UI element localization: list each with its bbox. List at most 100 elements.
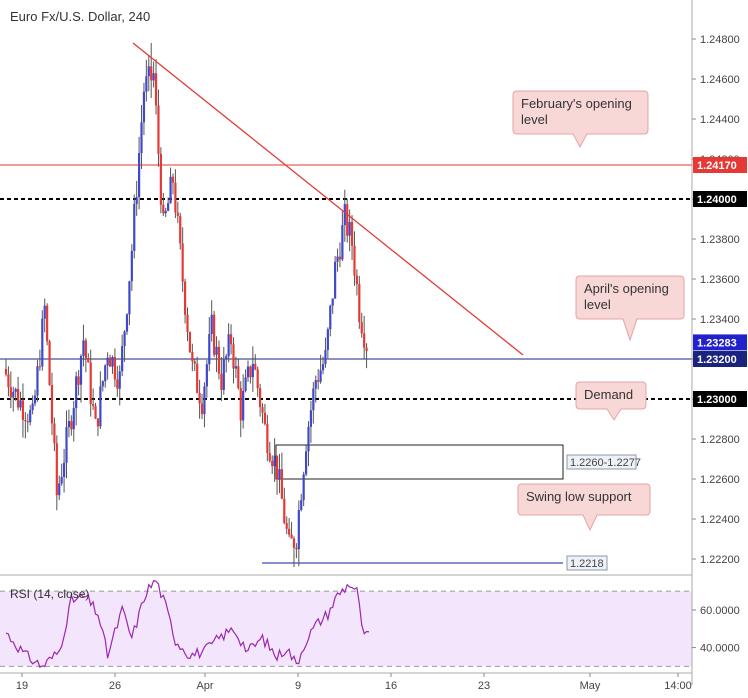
candle-body	[19, 400, 22, 408]
candle-body	[275, 455, 279, 480]
candle-body	[343, 204, 346, 226]
candle-body	[164, 210, 167, 214]
candle-body	[292, 538, 296, 548]
candle-body	[14, 388, 17, 392]
level-label: 1.23000	[697, 394, 737, 406]
candle-body	[176, 212, 179, 216]
candle-body	[358, 284, 361, 323]
candle-body	[138, 153, 141, 198]
candle-body	[118, 371, 121, 389]
annotation-callout: Demand	[575, 381, 647, 421]
swing-low-label-box	[566, 555, 608, 571]
candle-body	[225, 356, 228, 360]
candle-body	[271, 460, 274, 467]
candle-body	[259, 388, 262, 408]
candle-body	[174, 182, 177, 213]
candle-body	[338, 256, 342, 260]
level-label: 1.24170	[697, 160, 737, 172]
candle-body	[297, 509, 300, 550]
candle-body	[242, 390, 245, 421]
candle-body	[326, 329, 329, 351]
candle-body	[278, 469, 281, 480]
candle-body	[288, 528, 291, 535]
candle-body	[60, 477, 63, 484]
time-tick-label: May	[580, 680, 601, 692]
annotation-text: level	[584, 297, 611, 312]
candle-body	[7, 374, 10, 388]
candle-body	[152, 73, 155, 81]
annotation-callout: Swing low support	[517, 483, 651, 532]
candle-body	[360, 322, 363, 334]
level-label-box	[693, 391, 747, 407]
candle-body	[154, 73, 158, 106]
candle-body	[75, 376, 78, 409]
candle-body	[125, 314, 129, 332]
candle-body	[210, 314, 213, 335]
candle-body	[348, 222, 351, 236]
trendline	[132, 42, 524, 356]
candle-body	[208, 334, 211, 365]
time-tick-label: 9	[295, 680, 301, 692]
price-tick-label: 1.22800	[700, 434, 740, 446]
level-label: 1.23283	[697, 337, 737, 349]
candle-body	[38, 366, 41, 368]
candle-body	[84, 340, 87, 358]
rsi-line	[5, 579, 370, 668]
candle-body	[268, 452, 271, 461]
price-tick-label: 1.22600	[700, 474, 740, 486]
level-label: 1.23200	[697, 354, 737, 366]
candle-body	[331, 298, 334, 306]
candle-body	[135, 197, 138, 205]
price-tick-label: 1.23800	[700, 234, 740, 246]
candle-body	[89, 362, 92, 405]
time-tick-label: Apr	[196, 680, 213, 692]
candle-body	[198, 392, 201, 404]
candle-body	[203, 386, 206, 415]
candle-body	[200, 403, 204, 415]
candle-body	[193, 361, 196, 364]
candle-body	[116, 379, 119, 389]
candle-body	[232, 344, 235, 369]
candle-body	[329, 305, 332, 330]
annotation-bubble	[512, 90, 649, 149]
candle-body	[142, 91, 146, 123]
annotation-text: level	[521, 112, 548, 127]
candle-body	[33, 395, 37, 404]
candle-body	[87, 357, 90, 363]
candle-body	[217, 346, 221, 374]
candle-body	[273, 455, 276, 467]
candle-body	[229, 334, 233, 345]
candle-body	[244, 377, 247, 391]
candle-body	[94, 405, 97, 419]
candle-body	[312, 388, 315, 411]
price-tick-label: 1.22400	[700, 514, 740, 526]
candle-body	[24, 420, 27, 422]
candle-body	[319, 370, 322, 382]
candle-body	[215, 346, 218, 355]
candle-body	[96, 418, 100, 427]
candle-body	[67, 421, 71, 428]
annotation-text: April's opening	[584, 281, 669, 296]
candle-body	[171, 176, 175, 183]
candle-body	[365, 347, 368, 352]
candle-body	[234, 366, 237, 369]
time-tick-label: 16	[385, 680, 397, 692]
candle-body	[334, 261, 337, 299]
candle-body	[188, 331, 192, 352]
annotation-bubble	[517, 483, 651, 532]
candle-body	[82, 340, 85, 356]
candle-body	[205, 364, 208, 387]
level-label-box	[693, 191, 747, 207]
candle-body	[123, 331, 126, 347]
candle-body	[346, 204, 349, 236]
candle-body	[266, 423, 269, 453]
demand-zone-label-box	[566, 454, 637, 470]
candle-body	[26, 421, 29, 423]
candle-body	[309, 410, 313, 427]
candle-body	[159, 153, 162, 205]
candle-body	[220, 373, 223, 390]
candle-body	[196, 363, 199, 393]
